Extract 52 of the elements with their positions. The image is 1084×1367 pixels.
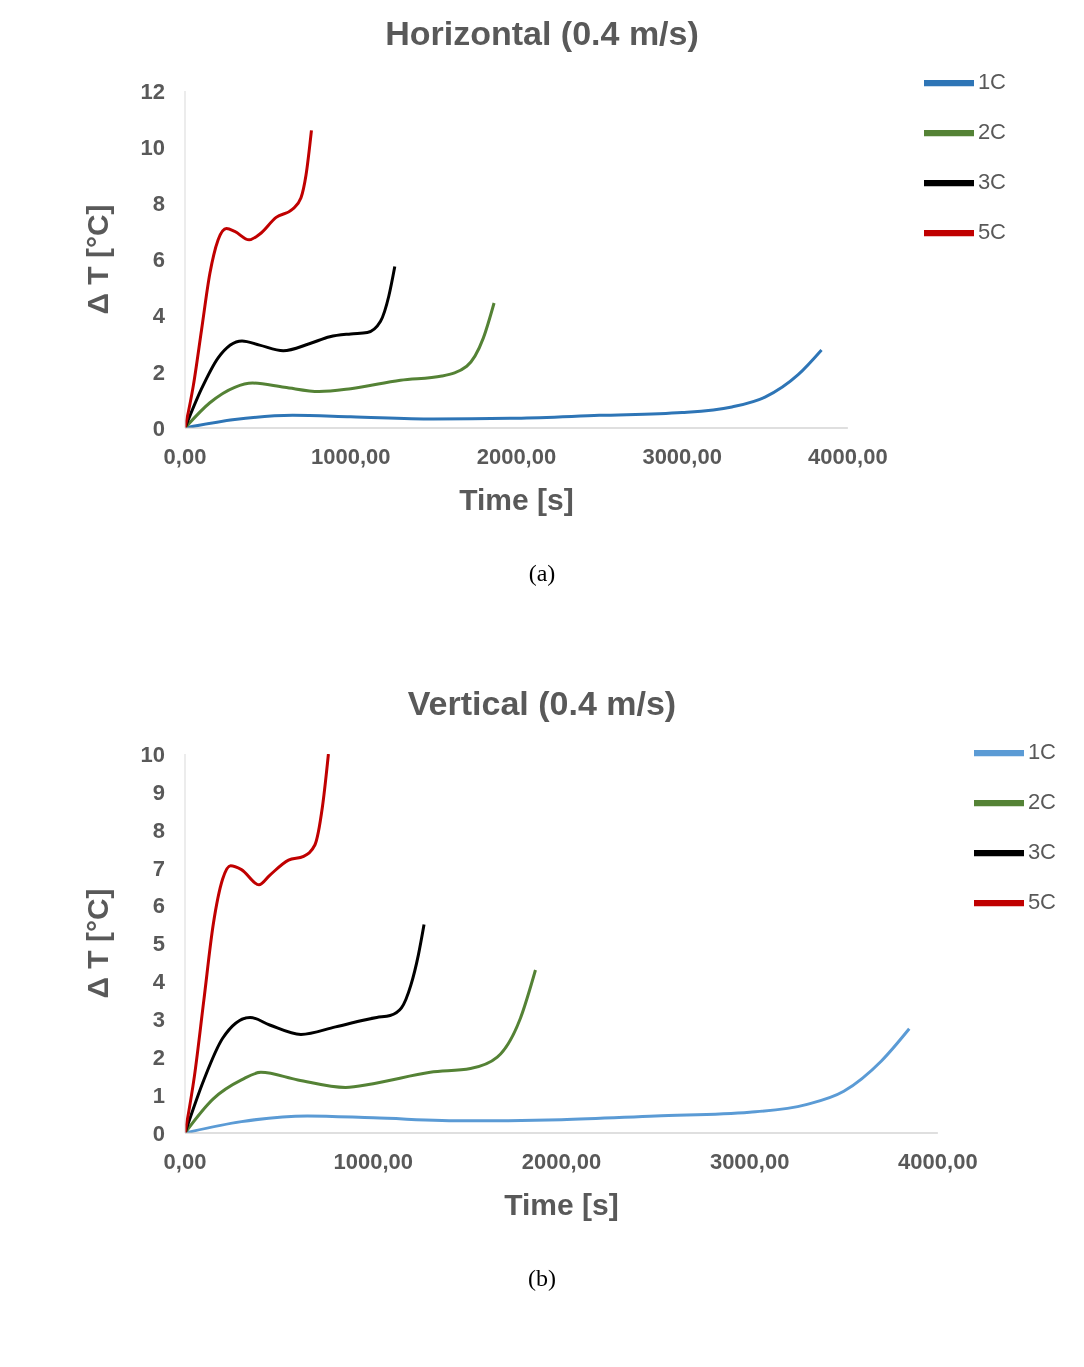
y-axis-title: Δ T [°C] [80, 204, 114, 315]
legend-label: 3C [977, 168, 1006, 194]
legend-label: 5C [977, 218, 1006, 244]
x-tick-label: 4000,00 [898, 1148, 978, 1174]
x-tick-label: 0,00 [163, 443, 207, 469]
y-tick-label: 8 [152, 191, 165, 217]
y-tick-label: 4 [152, 969, 166, 995]
line-series [185, 923, 426, 1133]
line-series [185, 1027, 911, 1133]
y-tick-label: 10 [140, 741, 165, 767]
legend-label: 2C [1027, 788, 1056, 814]
y-tick-label: 8 [152, 817, 165, 843]
line-series [185, 348, 824, 428]
y-tick-label: 6 [152, 247, 165, 273]
y-tick-label: 10 [140, 134, 165, 160]
y-tick-label: 9 [152, 779, 165, 805]
x-tick-label: 2000,00 [476, 443, 557, 469]
y-tick-label: 1 [152, 1082, 165, 1108]
x-tick-label: 1000,00 [333, 1148, 413, 1174]
y-tick-label: 4 [152, 303, 166, 329]
line-series [185, 968, 537, 1133]
y-tick-label: 2 [152, 359, 165, 385]
x-tick-label: 3000,00 [642, 443, 722, 469]
y-tick-label: 7 [152, 855, 165, 881]
text: (a) [527, 559, 557, 588]
x-tick-label: 4000,00 [808, 443, 888, 469]
x-tick-label: 0,00 [163, 1148, 207, 1174]
y-tick-label: 3 [152, 1007, 165, 1033]
y-tick-label: 5 [152, 931, 165, 957]
x-tick-label: 1000,00 [310, 443, 391, 469]
line-series [185, 265, 397, 428]
y-axis-title: Δ T [°C] [80, 888, 114, 999]
line-series [185, 301, 496, 428]
x-tick-label: 2000,00 [521, 1148, 602, 1174]
x-axis-title: Time [s] [504, 1188, 619, 1221]
y-tick-label: 0 [152, 1120, 165, 1146]
line-series [185, 754, 330, 1133]
line-series [185, 128, 313, 428]
y-tick-label: 2 [152, 1045, 165, 1071]
legend-label: 5C [1027, 888, 1056, 914]
x-tick-label: 3000,00 [709, 1148, 790, 1174]
x-axis-title: Time [s] [459, 483, 574, 516]
y-tick-label: 12 [140, 78, 165, 104]
legend-label: 3C [1027, 838, 1056, 864]
chart-title: Horizontal (0.4 m/s) [384, 13, 700, 54]
legend-label: 1C [1027, 738, 1056, 764]
y-tick-label: 0 [152, 415, 165, 441]
legend-label: 2C [977, 118, 1006, 144]
legend-label: 1C [977, 68, 1006, 94]
y-tick-label: 6 [152, 893, 165, 919]
text: (b) [527, 1264, 557, 1293]
chart-title: Vertical (0.4 m/s) [406, 683, 678, 724]
